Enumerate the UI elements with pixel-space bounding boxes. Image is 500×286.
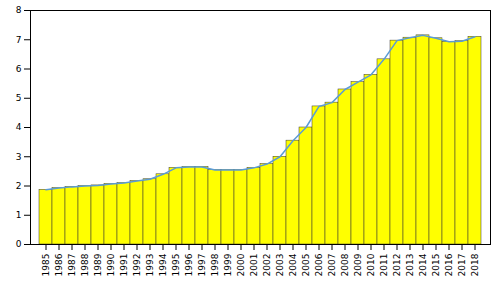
svg-text:2018: 2018: [470, 253, 480, 276]
svg-text:2013: 2013: [405, 254, 415, 277]
svg-text:2000: 2000: [236, 253, 246, 276]
svg-text:1997: 1997: [197, 254, 207, 277]
svg-text:1994: 1994: [158, 253, 168, 276]
svg-text:4: 4: [16, 122, 22, 132]
svg-text:1988: 1988: [80, 253, 90, 276]
svg-text:2002: 2002: [262, 254, 272, 277]
svg-text:2004: 2004: [288, 253, 298, 276]
svg-text:8: 8: [16, 5, 22, 15]
svg-text:1990: 1990: [106, 253, 116, 276]
svg-text:1986: 1986: [54, 253, 64, 276]
svg-text:2012: 2012: [392, 254, 402, 277]
svg-text:2015: 2015: [431, 254, 441, 277]
svg-text:2017: 2017: [457, 254, 467, 277]
svg-text:3: 3: [16, 152, 22, 162]
svg-text:2008: 2008: [340, 253, 350, 276]
svg-text:0: 0: [16, 239, 22, 249]
svg-text:2003: 2003: [275, 254, 285, 277]
svg-text:2006: 2006: [314, 253, 324, 276]
svg-text:1987: 1987: [67, 254, 77, 277]
svg-text:1: 1: [16, 210, 22, 220]
svg-text:1998: 1998: [210, 253, 220, 276]
svg-text:1996: 1996: [184, 253, 194, 276]
svg-text:6: 6: [16, 64, 22, 74]
svg-text:1985: 1985: [41, 254, 51, 277]
svg-text:2001: 2001: [249, 254, 259, 277]
svg-text:2011: 2011: [379, 254, 389, 277]
svg-text:1993: 1993: [145, 254, 155, 277]
svg-text:2016: 2016: [444, 253, 454, 276]
svg-text:1999: 1999: [223, 253, 233, 276]
svg-text:1995: 1995: [171, 254, 181, 277]
svg-text:1992: 1992: [132, 254, 142, 277]
svg-text:1991: 1991: [119, 254, 129, 277]
svg-text:7: 7: [16, 35, 22, 45]
svg-text:2005: 2005: [301, 254, 311, 277]
svg-text:5: 5: [16, 93, 22, 103]
svg-text:2007: 2007: [327, 254, 337, 277]
svg-text:2014: 2014: [418, 253, 428, 276]
svg-text:2010: 2010: [366, 253, 376, 276]
svg-text:2009: 2009: [353, 253, 363, 276]
svg-text:1989: 1989: [93, 253, 103, 276]
svg-text:2: 2: [16, 181, 22, 191]
